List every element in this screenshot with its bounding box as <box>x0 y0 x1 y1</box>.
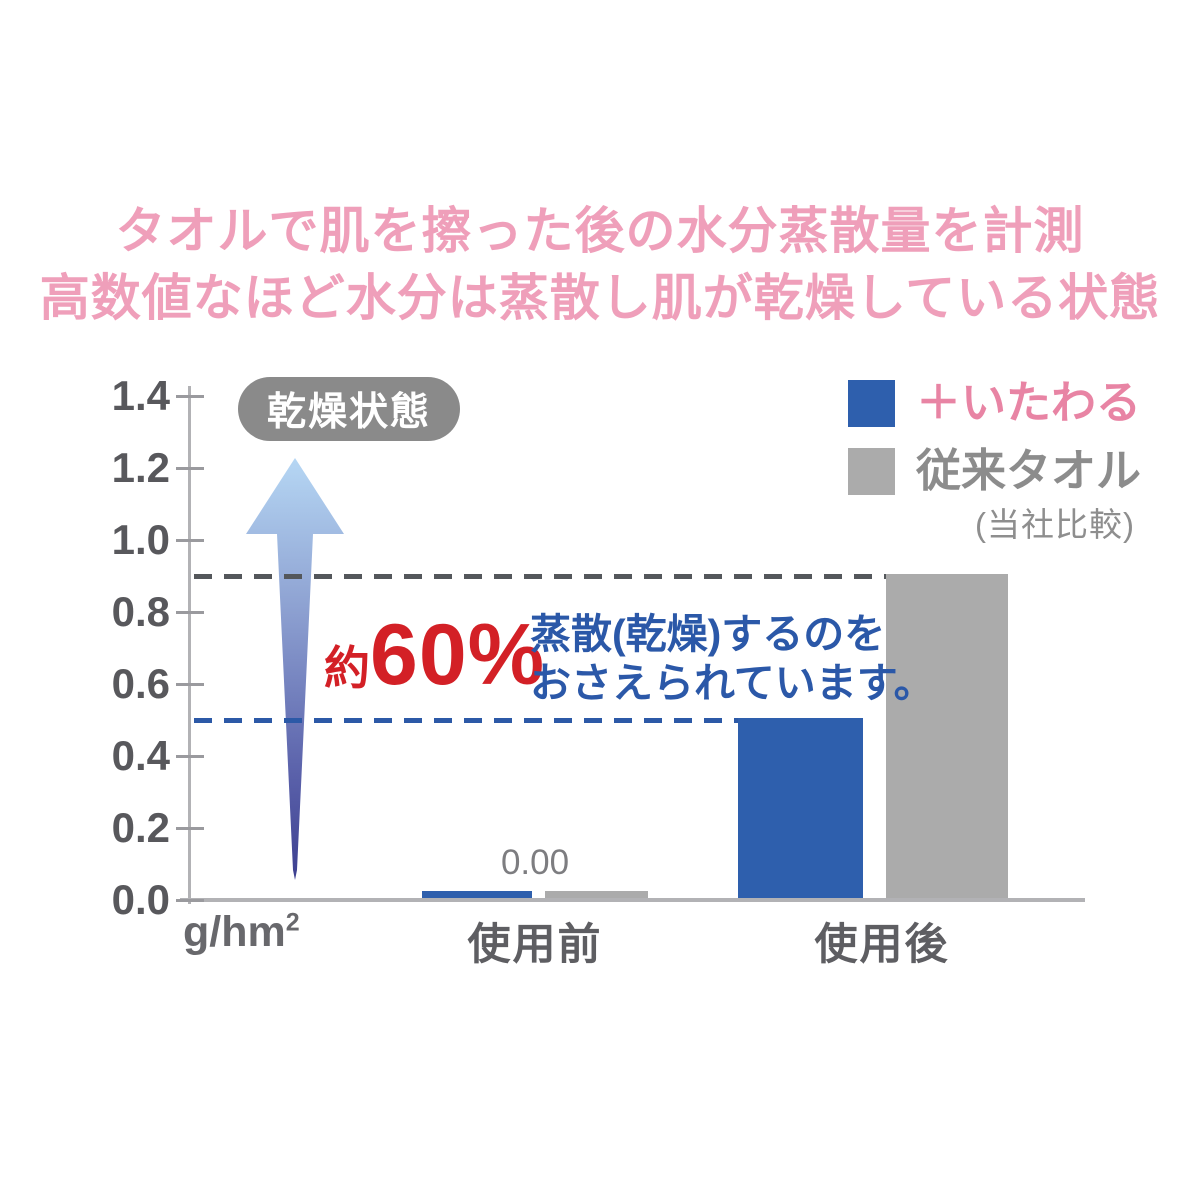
unit-base: g/hm <box>183 908 286 956</box>
y-tick-0.2 <box>176 827 204 830</box>
before-value-label: 0.00 <box>500 843 570 882</box>
y-axis-line <box>188 386 191 904</box>
legend-label-itawaru: ＋いたわる <box>916 377 1142 428</box>
reference-line-itawaru <box>194 718 738 723</box>
y-tick-label-1.2: 1.2 <box>111 444 170 491</box>
dry-state-badge: 乾燥状態 <box>238 377 460 441</box>
legend-note: (当社比較) <box>975 506 1135 543</box>
y-tick-label-0.8: 0.8 <box>111 588 170 635</box>
suppression-note-line2: おさえられています。 <box>530 660 935 706</box>
dryness-up-arrow-icon <box>243 458 347 882</box>
bar-conventional-before <box>545 891 648 898</box>
legend-swatch-itawaru <box>848 380 895 427</box>
reduction-percent: 60% <box>370 607 546 703</box>
y-tick-0.8 <box>176 611 204 614</box>
unit-label: g/hm2 <box>183 908 300 957</box>
y-tick-0.4 <box>176 755 204 758</box>
suppression-note-line1: 蒸散(乾燥)するのを <box>530 611 886 657</box>
unit-superscript: 2 <box>285 908 300 937</box>
legend-swatch-conventional <box>848 448 895 495</box>
y-tick-label-0.6: 0.6 <box>111 660 170 707</box>
y-tick-label-0.2: 0.2 <box>111 804 170 851</box>
y-tick-1.0 <box>176 539 204 542</box>
bar-itawaru-before <box>422 891 532 898</box>
chart-title-line1: タオルで肌を擦った後の水分蒸散量を計測 <box>115 203 1085 259</box>
reduction-callout: 約60% <box>324 606 545 705</box>
y-tick-label-1.4: 1.4 <box>111 372 170 419</box>
y-tick-0.0 <box>176 899 204 902</box>
legend-label-conventional: 従来タオル <box>916 445 1142 496</box>
reference-line-conventional <box>194 574 886 579</box>
bar-itawaru-after <box>738 718 863 898</box>
category-label-before: 使用前 <box>467 921 603 969</box>
chart-title-line2: 高数値なほど水分は蒸散し肌が乾燥している状態 <box>39 270 1161 326</box>
reduction-prefix: 約 <box>324 642 370 694</box>
category-label-after: 使用後 <box>814 921 950 969</box>
y-tick-label-0.4: 0.4 <box>111 732 170 779</box>
y-tick-label-1.0: 1.0 <box>111 516 170 563</box>
y-tick-1.2 <box>176 467 204 470</box>
y-tick-1.4 <box>176 395 204 398</box>
y-tick-label-0.0: 0.0 <box>111 876 170 923</box>
dry-state-badge-label: 乾燥状態 <box>266 391 431 434</box>
x-axis-line <box>180 898 1085 902</box>
bar-conventional-after <box>886 574 1008 898</box>
suppression-note: 蒸散(乾燥)するのを おさえられています。 <box>530 610 935 708</box>
y-tick-0.6 <box>176 683 204 686</box>
chart-title: タオルで肌を擦った後の水分蒸散量を計測 高数値なほど水分は蒸散し肌が乾燥している… <box>0 198 1200 332</box>
